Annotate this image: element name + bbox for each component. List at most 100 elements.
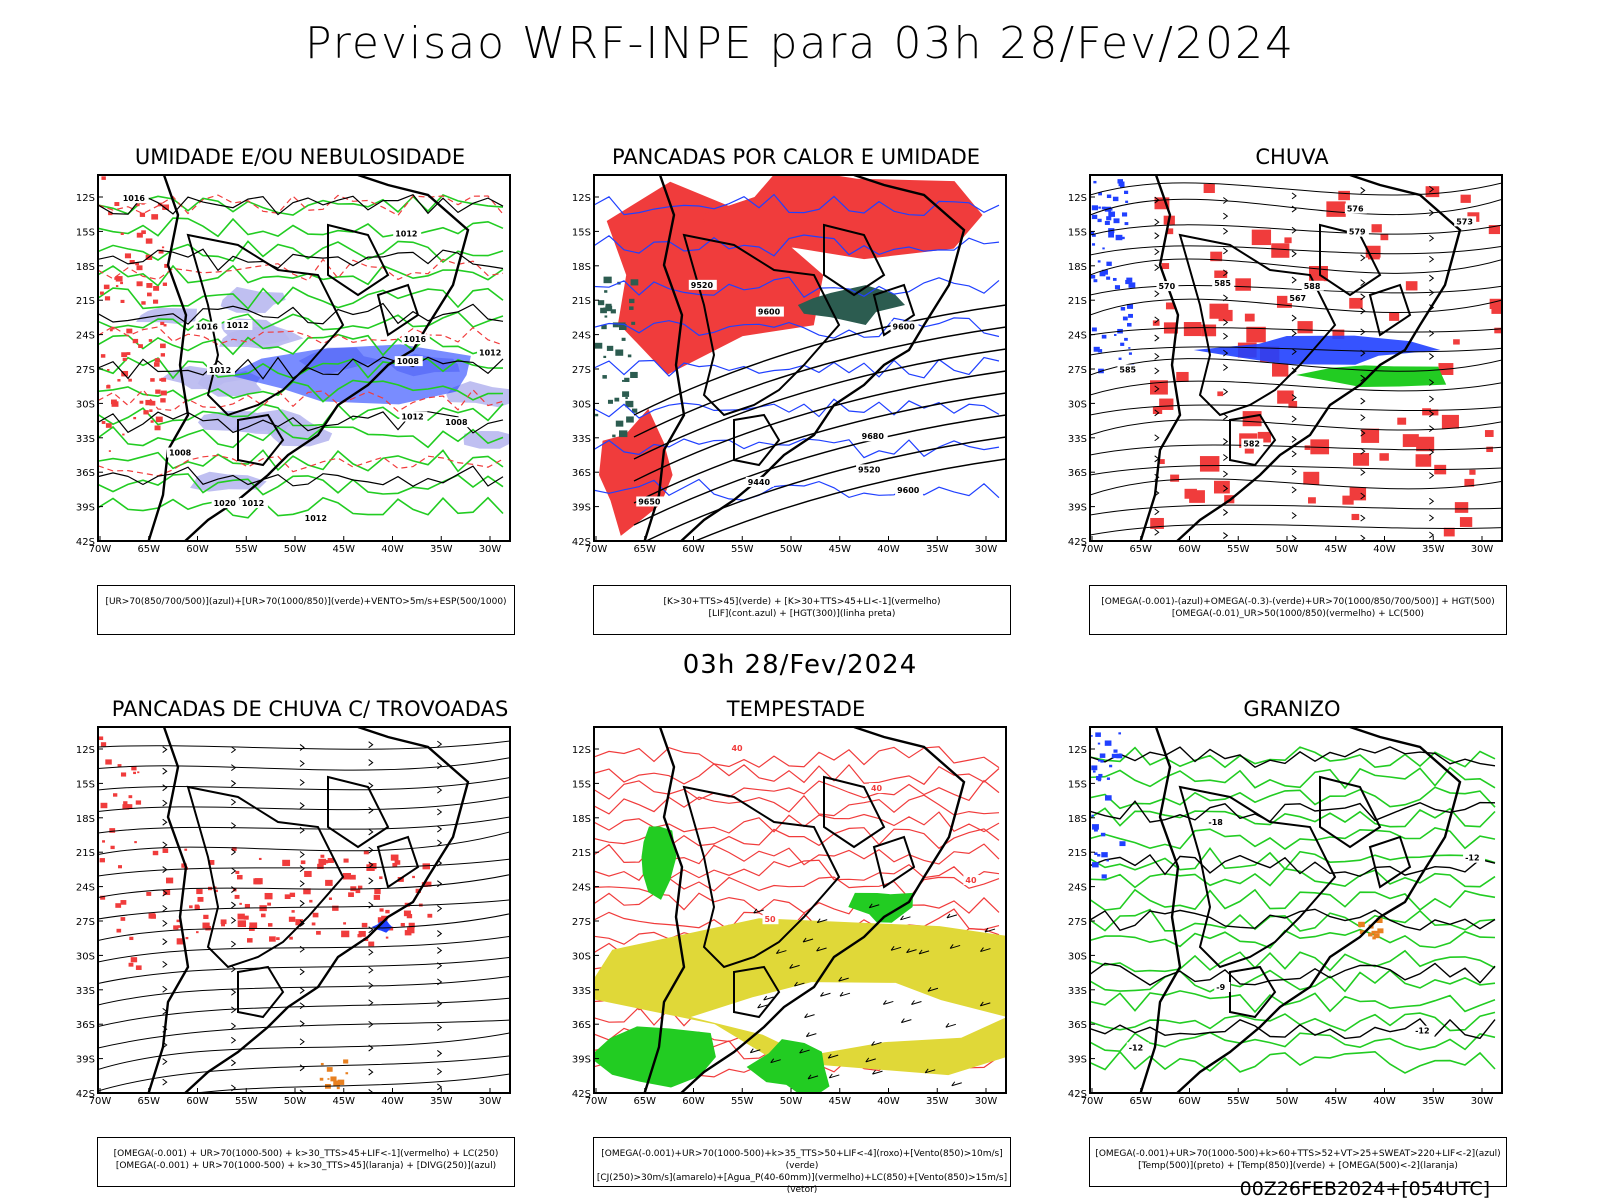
run-timestamp: 00Z26FEB2024+[054UTC] (1239, 1178, 1490, 1200)
contour-label: 50 (764, 915, 776, 924)
lat-label: 21S (572, 296, 591, 307)
contour-label: 1012 (401, 412, 423, 421)
lat-label: 42S (76, 537, 95, 548)
lat-label: 15S (1068, 779, 1087, 790)
contour-label: 1012 (395, 229, 417, 238)
lon-label: 35W (926, 544, 949, 555)
lat-label: 42S (572, 537, 591, 548)
lon-label: 40W (381, 544, 404, 555)
lon-label: 60W (186, 1096, 209, 1107)
lon-label: 35W (430, 1096, 453, 1107)
lon-label: 35W (1422, 1096, 1445, 1107)
panel-umidade: UMIDADE E/OU NEBULOSIDADE 1012 1012 1012 10… (60, 145, 560, 635)
contour-label: 1016 (123, 194, 146, 203)
lat-label: 21S (572, 848, 591, 859)
legend-line-1: [OMEGA(-0.001) + UR>70(1000-500) + k>30_… (113, 1149, 499, 1159)
legend-line-2: [CJ(250)>30m/s](amarelo)+[Agua_P(40-60mm… (596, 1173, 1008, 1195)
lat-label: 33S (1068, 434, 1087, 445)
panel-chuva: CHUVA 585 585 582 579 576 573 570 567 588 12S 15S 1… (1052, 145, 1552, 635)
contour-label: 1012 (209, 366, 231, 375)
contour-label: 9600 (897, 486, 920, 495)
lat-label: 21S (1068, 296, 1087, 307)
lat-label: 24S (1068, 331, 1087, 342)
map-frame (97, 726, 511, 1094)
panel-title: GRANIZO (1243, 697, 1341, 721)
lat-label: 30S (76, 951, 95, 962)
lon-label: 50W (284, 544, 307, 555)
lon-label: 30W (1471, 544, 1494, 555)
lat-label: 36S (1068, 468, 1087, 479)
contour-label: 1012 (479, 348, 501, 357)
lat-label: 12S (76, 193, 95, 204)
lat-label: 39S (76, 1055, 95, 1066)
lat-label: 27S (76, 917, 95, 928)
lat-label: 30S (572, 951, 591, 962)
lat-label: 24S (76, 331, 95, 342)
lon-label: 45W (828, 544, 851, 555)
lon-label: 70W (89, 1096, 112, 1107)
lon-label: 60W (1178, 544, 1201, 555)
panel-legend: [OMEGA(-0.001) + UR>70(1000-500) + k>30_… (97, 1137, 515, 1187)
lon-label: 35W (1422, 544, 1445, 555)
contour-label: 1016 (196, 323, 219, 332)
country-borders (186, 775, 420, 1019)
lon-label: 65W (1129, 544, 1152, 555)
map-granizo: -12 -12 -18 -9 -12 12S 15S 18S 21S 24S 27S 30S 33S 36… (1068, 726, 1503, 1107)
map-pancadas-calor: 9600 9680 9650 9600 9520 9440 9520 9600 12S 15S 18… (572, 174, 1007, 555)
panel-trovoadas: PANCADAS DE CHUVA C/ TROVOADAS 12S 15S 18S… (60, 697, 560, 1187)
lat-label: 42S (1068, 1089, 1087, 1100)
lat-label: 12S (1068, 193, 1087, 204)
lon-label: 65W (1129, 1096, 1152, 1107)
lat-label: 27S (76, 365, 95, 376)
lat-label: 39S (1068, 503, 1087, 514)
lat-label: 21S (1068, 848, 1087, 859)
country-borders (682, 775, 916, 1019)
map-frame (593, 174, 1007, 542)
lat-label: 30S (76, 399, 95, 410)
lat-label: 39S (572, 503, 591, 514)
lon-label: 70W (1081, 544, 1104, 555)
lon-label: 70W (585, 544, 608, 555)
contour-label: 9680 (862, 432, 885, 441)
legend-line-2: [LIF](cont.azul) + [HGT(300)](linha pret… (708, 609, 896, 619)
coastline (147, 727, 470, 1093)
lon-label: 45W (332, 544, 355, 555)
contour-label: 585 (1214, 279, 1231, 288)
map-layers: 40 40 40 50 (594, 727, 1006, 1093)
lat-label: 18S (1068, 814, 1087, 825)
lon-label: 40W (877, 544, 900, 555)
contour-label: 567 (1289, 294, 1306, 303)
page-title: Previsao WRF-INPE para 03h 28/Fev/2024 (305, 18, 1295, 69)
lat-label: 33S (1068, 986, 1087, 997)
map-layers: 585 585 582 579 576 573 570 567 588 (1090, 175, 1502, 541)
lon-label: 65W (633, 1096, 656, 1107)
contour-label: -12 (1129, 1043, 1143, 1052)
lat-label: 33S (76, 434, 95, 445)
lon-label: 45W (1324, 1096, 1347, 1107)
panel-legend: [OMEGA(-0.001)+UR>70(1000-500)+k>60+TTS>… (1089, 1137, 1507, 1187)
contour-label: 9440 (748, 478, 771, 487)
legend-line-1: [OMEGA(-0.001)-(azul)+OMEGA(-0.3)-(verde… (1101, 597, 1495, 607)
lon-label: 50W (780, 1096, 803, 1107)
map-frame (97, 174, 511, 542)
lon-label: 30W (1471, 1096, 1494, 1107)
lon-label: 50W (780, 544, 803, 555)
lat-label: 42S (76, 1089, 95, 1100)
lat-label: 36S (1068, 1020, 1087, 1031)
contour-label: 1016 (404, 335, 427, 344)
lon-label: 60W (186, 544, 209, 555)
panel-title: PANCADAS DE CHUVA C/ TROVOADAS (111, 697, 509, 721)
lat-label: 30S (572, 399, 591, 410)
lon-label: 55W (731, 1096, 754, 1107)
lat-label: 15S (76, 779, 95, 790)
contour-label: 40 (965, 876, 977, 885)
contour-label: 1008 (169, 449, 192, 458)
lon-label: 60W (682, 1096, 705, 1107)
lon-label: 30W (975, 1096, 998, 1107)
panel-tempestade: TEMPESTADE 40 40 40 50 12S 15S 18S 21S 24S 27S 30S… (556, 697, 1056, 1195)
lat-label: 36S (76, 1020, 95, 1031)
lon-label: 65W (633, 544, 656, 555)
contour-label: 1020 (214, 499, 237, 508)
country-borders (1178, 223, 1412, 467)
lon-label: 60W (682, 544, 705, 555)
